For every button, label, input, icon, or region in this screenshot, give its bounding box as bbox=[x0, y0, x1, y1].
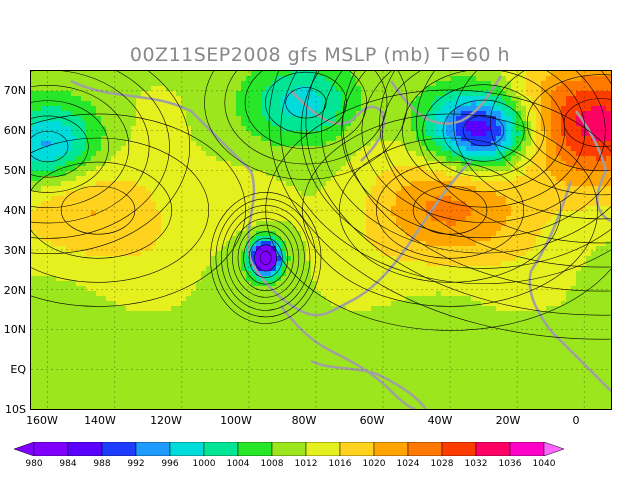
colorbar-swatch bbox=[305, 442, 341, 456]
graticule-grid bbox=[31, 71, 611, 409]
lon-label-60w: 60W bbox=[359, 414, 385, 427]
lon-label-80w: 80W bbox=[291, 414, 317, 427]
colorbar-label: 1000 bbox=[192, 459, 216, 469]
lat-label-eq: EQ bbox=[10, 363, 26, 376]
colorbar-low-arrow bbox=[14, 442, 35, 456]
south-america-coast bbox=[310, 359, 427, 409]
colorbar-label: 1008 bbox=[260, 459, 284, 469]
lon-label-160w: 160W bbox=[26, 414, 58, 427]
colorbar-label: 996 bbox=[161, 459, 179, 469]
colorbar-label: 1016 bbox=[328, 459, 352, 469]
mslp-field bbox=[31, 71, 611, 409]
lat-label-10s: 10S bbox=[5, 403, 26, 416]
map-title: 00Z11SEP2008 gfs MSLP (mb) T=60 h bbox=[129, 44, 511, 66]
colorbar-label: 1004 bbox=[226, 459, 250, 469]
pressure-colorbar bbox=[14, 442, 565, 456]
pressure-fill-layer bbox=[31, 71, 611, 409]
colorbar-swatch bbox=[339, 442, 375, 456]
colorbar-label: 1036 bbox=[498, 459, 522, 469]
lon-label-40w: 40W bbox=[427, 414, 453, 427]
colorbar-label: 988 bbox=[93, 459, 111, 469]
colorbar-swatch bbox=[509, 442, 545, 456]
lat-label-30n: 30N bbox=[3, 244, 26, 257]
colorbar-label: 992 bbox=[127, 459, 145, 469]
hudson-bay-coast bbox=[290, 90, 385, 162]
colorbar-swatch bbox=[373, 442, 409, 456]
lon-label-140w: 140W bbox=[84, 414, 116, 427]
colorbar-swatch bbox=[475, 442, 511, 456]
colorbar-swatch bbox=[203, 442, 239, 456]
colorbar-swatch bbox=[441, 442, 477, 456]
colorbar-swatch bbox=[407, 442, 443, 456]
colorbar-swatch bbox=[135, 442, 171, 456]
lat-label-20n: 20N bbox=[3, 284, 26, 297]
lon-label-20w: 20W bbox=[495, 414, 521, 427]
lon-label-120w: 120W bbox=[150, 414, 182, 427]
lat-label-70n: 70N bbox=[3, 84, 26, 97]
colorbar-label: 1012 bbox=[294, 459, 318, 469]
lon-label-0: 0 bbox=[572, 414, 580, 427]
colorbar-label: 980 bbox=[25, 459, 43, 469]
north-america-coast bbox=[70, 79, 472, 317]
colorbar-label: 984 bbox=[59, 459, 77, 469]
map-frame bbox=[30, 70, 612, 410]
central-america-coast bbox=[280, 305, 417, 409]
colorbar-swatch bbox=[33, 442, 69, 456]
colorbar-swatch bbox=[237, 442, 273, 456]
colorbar-label: 1040 bbox=[532, 459, 556, 469]
lat-label-50n: 50N bbox=[3, 164, 26, 177]
colorbar-high-arrow bbox=[543, 442, 565, 456]
africa-coast bbox=[528, 180, 611, 392]
lon-label-100w: 100W bbox=[220, 414, 252, 427]
lat-label-40n: 40N bbox=[3, 204, 26, 217]
colorbar-label: 1020 bbox=[362, 459, 386, 469]
lat-label-60n: 60N bbox=[3, 124, 26, 137]
colorbar-swatch bbox=[67, 442, 103, 456]
colorbar-swatch bbox=[169, 442, 205, 456]
colorbar-swatch bbox=[101, 442, 137, 456]
colorbar-label: 1032 bbox=[464, 459, 488, 469]
lat-label-10n: 10N bbox=[3, 323, 26, 336]
colorbar-swatch bbox=[271, 442, 307, 456]
colorbar-label: 1028 bbox=[430, 459, 454, 469]
colorbar-label: 1024 bbox=[396, 459, 420, 469]
